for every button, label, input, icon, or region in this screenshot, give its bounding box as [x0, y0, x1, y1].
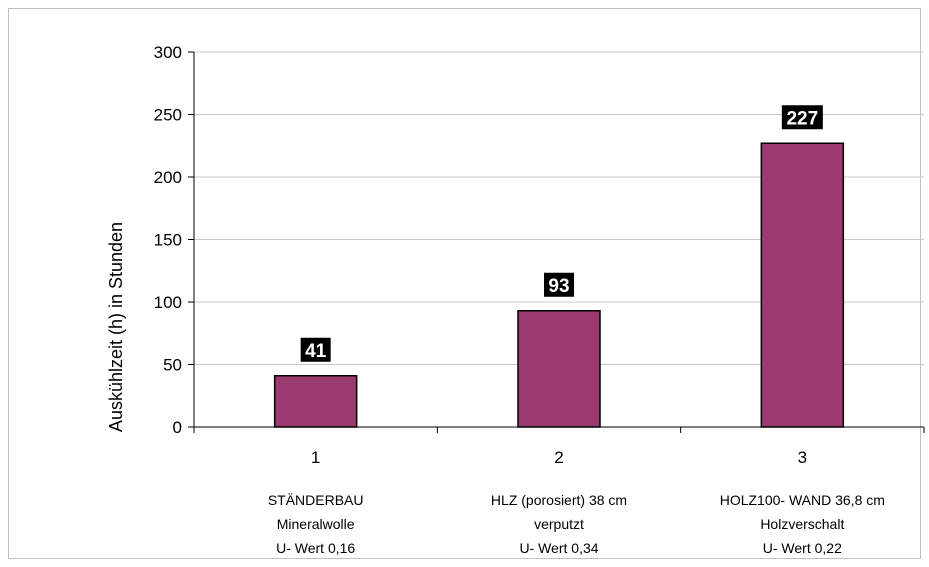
data-label-bg	[781, 105, 823, 130]
y-tick-label: 250	[154, 106, 182, 125]
axes	[193, 52, 924, 428]
category-description-line: Holzverschalt	[760, 516, 844, 532]
category-description-line: U- Wert 0,16	[276, 540, 355, 556]
data-label: 93	[548, 276, 569, 297]
y-tick-label: 300	[154, 43, 182, 62]
category-description-line: U- Wert 0,22	[763, 540, 842, 556]
y-tick-label: 0	[173, 418, 182, 437]
x-category-label: 2	[554, 448, 563, 467]
y-tick-label: 200	[154, 168, 182, 187]
data-label: 227	[786, 108, 818, 129]
category-description-line: HOLZ100- WAND 36,8 cm	[720, 492, 885, 508]
category-description-line: HLZ (porosiert) 38 cm	[491, 492, 627, 508]
y-tick-label: 150	[154, 231, 182, 250]
category-description-line: Mineralwolle	[277, 516, 355, 532]
x-axis-categories: 1 STÄNDERBAU Mineralwolle U- Wert 0,16 2 HLZ …	[193, 427, 925, 556]
bar	[273, 375, 358, 428]
data-label-bg	[300, 337, 331, 362]
bars	[273, 142, 845, 428]
bar	[517, 310, 601, 428]
data-labels: 41 93 227	[300, 105, 823, 362]
y-tick-label: 50	[163, 356, 182, 375]
data-label-bg	[544, 272, 574, 297]
y-axis-ticks: 0 50 100 150 200 250 300	[154, 43, 194, 437]
x-category-label: 1	[311, 448, 320, 467]
bar	[760, 142, 845, 428]
y-tick-label: 100	[154, 293, 182, 312]
y-axis-label: Auskühlzeit (h) in Stunden	[106, 222, 126, 432]
category-description-line: verputzt	[534, 516, 584, 532]
data-label: 41	[305, 341, 327, 362]
x-category-label: 3	[798, 448, 807, 467]
category-description-line: U- Wert 0,34	[519, 540, 598, 556]
category-description-line: STÄNDERBAU	[268, 492, 364, 508]
